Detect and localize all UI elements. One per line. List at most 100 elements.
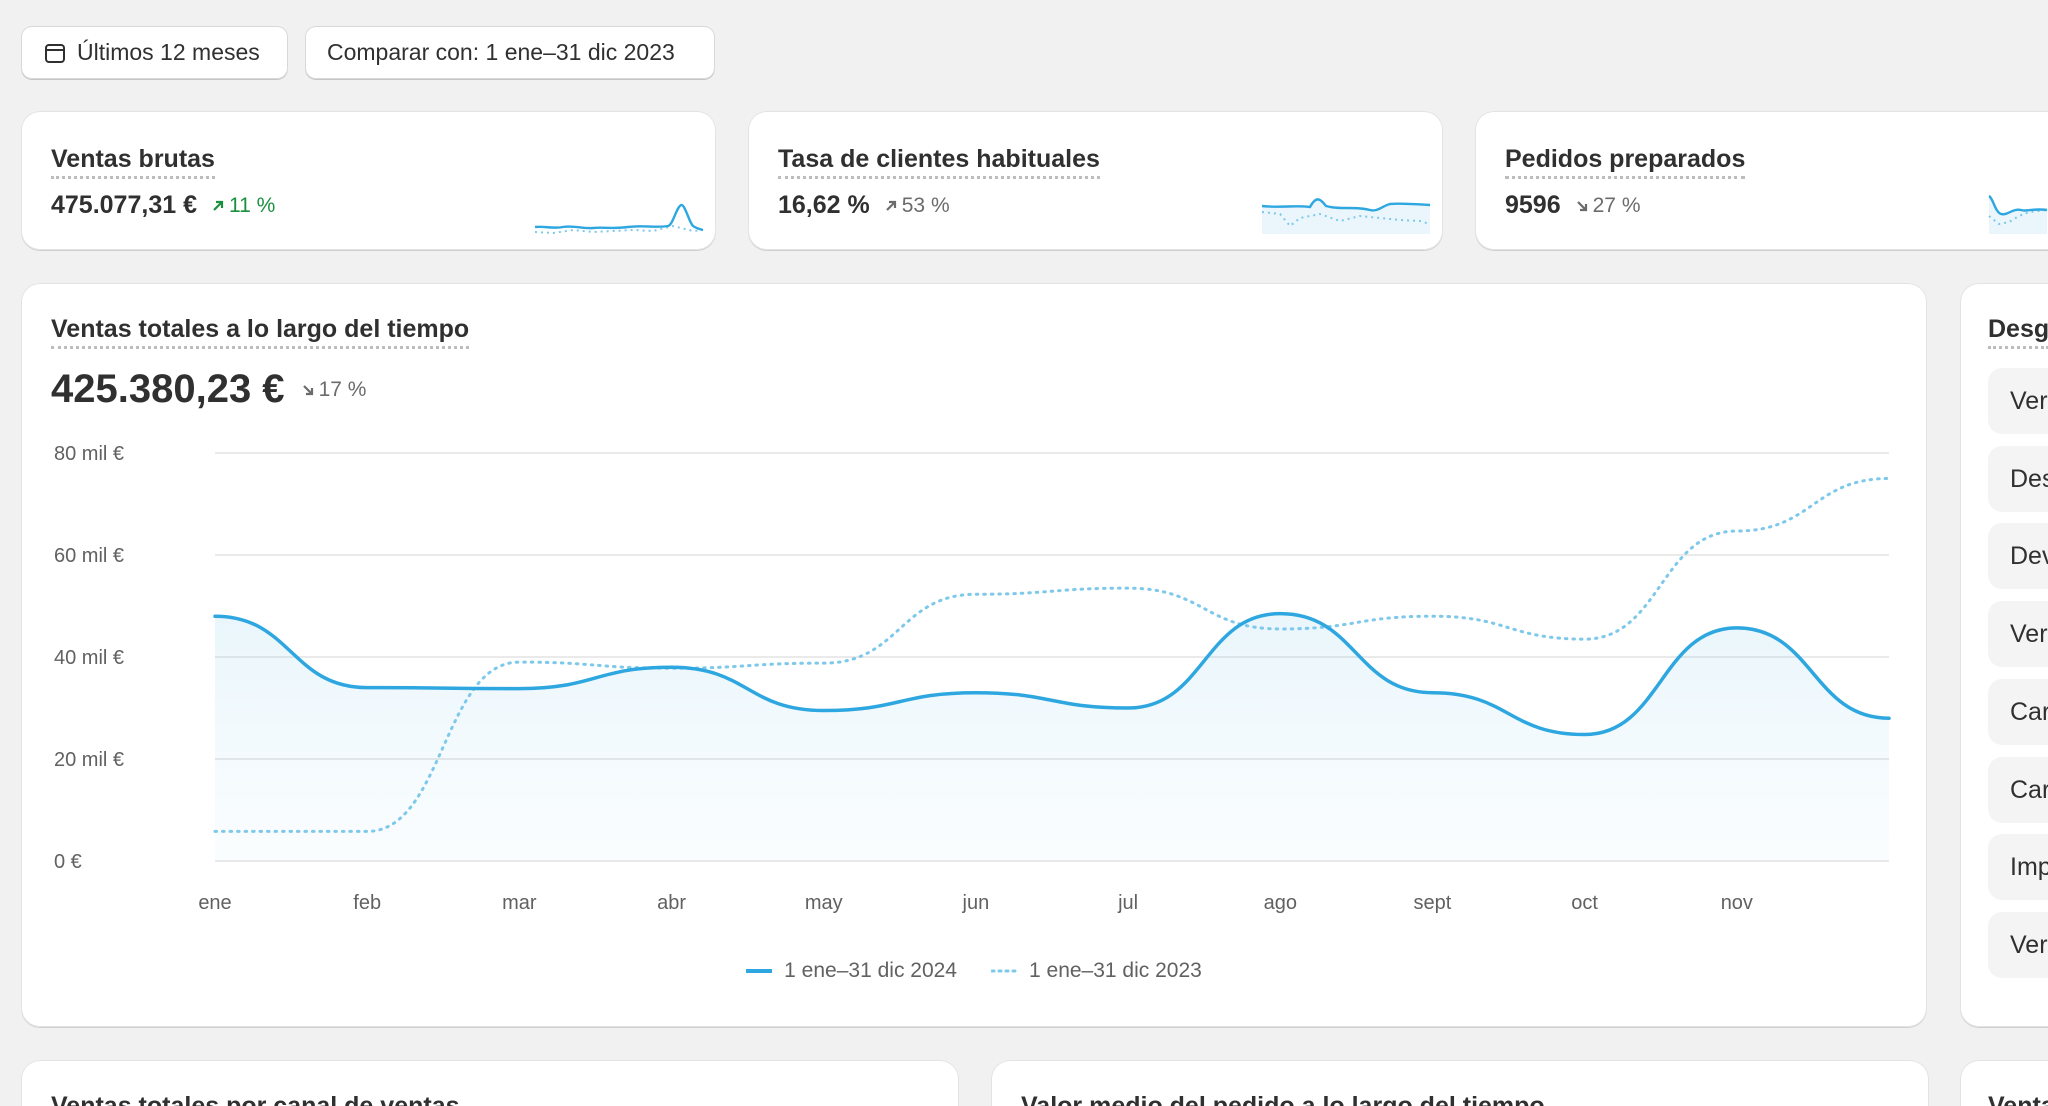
breakdown-row[interactable]: Ver [1988,601,2048,667]
kpi-card-gross-sales[interactable]: Ventas brutas 475.077,31 € 11 % [21,111,716,250]
data-point-current[interactable] [1731,622,1743,634]
data-point-current[interactable] [1426,687,1438,699]
sparkline [1261,198,1431,234]
legend-item-current[interactable]: 1 ene–31 dic 2024 [746,959,957,983]
compare-button[interactable]: Comparar con: 1 ene–31 dic 2023 [305,26,715,79]
chart-total-value: 425.380,23 € [51,367,285,411]
breakdown-card: Desg Ver Des Dev Ver Car Car Imp Ver [1960,283,2048,1027]
kpi-delta: 11 % [211,194,275,218]
kpi-card-returning-rate[interactable]: Tasa de clientes habituales 16,62 % 53 % [748,111,1443,250]
breakdown-row[interactable]: Car [1988,757,2048,823]
chart-title[interactable]: Ventas totales a lo largo del tiempo [51,315,470,349]
kpi-title[interactable]: Pedidos preparados [1505,145,1746,179]
chart-delta: 17 % [301,377,367,402]
data-point-current[interactable] [970,687,982,699]
sales-line-chart[interactable]: 80 mil € 60 mil € 40 mil € 20 mil € 0 € ene fe… [21,283,1927,943]
x-tick-label: jul [1117,892,1138,914]
kpi-value-text: 9596 [1505,191,1561,219]
card-title[interactable]: Ventas totales por canal de ventas [51,1092,460,1106]
breakdown-row[interactable]: Car [1988,679,2048,745]
calendar-icon [45,43,65,63]
x-tick-label: abr [657,892,686,914]
y-tick-label: 40 mil € [54,647,124,669]
data-point-compare[interactable] [1579,633,1591,645]
card-title[interactable]: Valor medio del pedido a lo largo del ti… [1021,1092,1545,1106]
kpi-delta: 53 % [884,194,950,218]
breakdown-row-label: Ver [2010,619,2048,648]
y-tick-label: 0 € [54,851,82,873]
kpi-title[interactable]: Ventas brutas [51,145,215,179]
data-point-compare[interactable] [1426,610,1438,622]
series-area-current [215,613,1889,861]
breakdown-row[interactable]: Ver [1988,368,2048,434]
compare-label: Comparar con: 1 ene–31 dic 2023 [327,39,675,65]
date-range-button[interactable]: Últimos 12 meses [21,26,288,79]
kpi-title[interactable]: Tasa de clientes habituales [778,145,1100,179]
series-line-current[interactable] [213,611,1891,737]
breakdown-row[interactable]: Ver [1988,912,2048,978]
x-tick-label: jun [962,892,990,914]
data-point-compare[interactable] [666,662,678,674]
legend-label: 1 ene–31 dic 2023 [1029,959,1202,982]
x-tick-label: feb [353,892,381,914]
data-point-compare[interactable] [1122,582,1134,594]
card-title[interactable]: Venta [1988,1092,2048,1106]
y-tick-label: 80 mil € [54,443,124,465]
legend-label: 1 ene–31 dic 2024 [784,959,957,982]
kpi-delta-text: 11 % [228,193,276,217]
data-point-compare[interactable] [513,656,525,668]
data-point-current[interactable] [513,683,525,695]
breakdown-row[interactable]: Des [1988,446,2048,512]
kpi-delta: 27 % [1575,194,1641,218]
avg-order-value-card: Valor medio del pedido a lo largo del ti… [991,1060,1929,1106]
sparkline [1988,194,2048,234]
data-point-compare[interactable] [1274,623,1286,635]
sales-card-partial: Venta [1960,1060,2048,1106]
x-tick-label: ago [1264,892,1297,914]
data-point-current[interactable] [818,705,830,717]
breakdown-row-label: Car [2010,697,2048,726]
data-point-current[interactable] [361,682,373,694]
breakdown-row[interactable]: Dev [1988,523,2048,589]
data-point-current[interactable] [1274,608,1286,620]
breakdown-row-label: Des [2010,464,2048,493]
data-point-compare[interactable] [1731,525,1743,537]
data-point-current[interactable] [1579,729,1591,741]
y-tick-label: 60 mil € [54,545,124,567]
legend-solid-line-icon [746,969,773,973]
arrow-up-right-icon [885,200,896,211]
breakdown-row-label: Ver [2010,386,2048,415]
kpi-delta-text: 27 % [1592,193,1641,217]
data-point-compare[interactable] [970,588,982,600]
x-tick-label: mar [502,892,537,914]
data-point-current[interactable] [1122,702,1134,714]
legend-dotted-line-icon [991,969,1017,973]
data-point-compare[interactable] [818,657,830,669]
chart-legend: 1 ene–31 dic 2024 1 ene–31 dic 2023 [21,959,1927,983]
kpi-value: 16,62 % 53 % [778,191,950,220]
series-line-compare[interactable] [213,477,1891,833]
x-tick-label: oct [1571,892,1598,914]
chart-total: 425.380,23 € 17 % [51,367,366,412]
arrow-down-right-icon [1576,200,1587,211]
breakdown-row-label: Imp [2010,852,2048,881]
data-point-compare[interactable] [361,825,373,837]
kpi-value-text: 16,62 % [778,191,870,219]
data-point-compare[interactable] [209,825,221,837]
chart-delta-text: 17 % [318,377,367,401]
arrow-down-right-icon [302,384,313,395]
data-point-compare[interactable] [1883,473,1895,485]
breakdown-title[interactable]: Desg [1988,315,2048,349]
breakdown-row-label: Ver [2010,930,2048,959]
data-point-current[interactable] [209,610,221,622]
kpi-value: 9596 27 % [1505,191,1641,220]
kpi-value: 475.077,31 € 11 % [51,191,275,220]
legend-item-compare[interactable]: 1 ene–31 dic 2023 [991,959,1202,983]
x-tick-label: nov [1721,892,1753,914]
sales-by-channel-card: Ventas totales por canal de ventas [21,1060,959,1106]
sparkline [534,203,704,235]
data-point-current[interactable] [1883,712,1895,724]
kpi-card-orders-fulfilled[interactable]: Pedidos preparados 9596 27 % [1475,111,2048,250]
sales-over-time-card: Ventas totales a lo largo del tiempo 425… [21,283,1927,1027]
breakdown-row[interactable]: Imp [1988,834,2048,900]
